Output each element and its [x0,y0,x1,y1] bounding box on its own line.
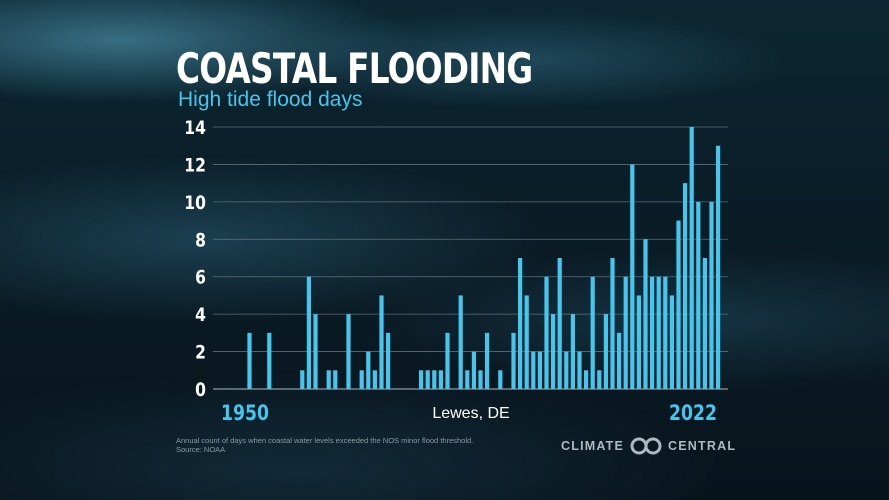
bar-2010 [643,239,648,389]
y-tick-label: 2 [195,342,206,364]
bar-1958 [300,370,305,389]
bar-2020 [709,201,714,389]
y-tick-label: 12 [184,155,206,177]
bar-1983 [465,370,470,389]
bar-1997 [557,258,562,389]
bar-1985 [478,370,483,389]
bar-1986 [485,332,490,389]
bar-2019 [702,258,707,389]
chart-subtitle: High tide flood days [178,88,363,111]
grid-lines [213,126,728,390]
bar-2003 [597,370,602,389]
bar-2007 [623,276,628,389]
bar-1984 [471,351,476,389]
bar-1993 [531,351,536,389]
y-tick-label: 6 [195,267,206,289]
bar-2013 [663,276,668,389]
bar-1971 [386,332,391,389]
bar-1968 [366,351,371,389]
bar-1967 [359,370,364,389]
bar-1960 [313,314,318,389]
y-tick-label: 0 [195,380,206,402]
bar-1970 [379,295,384,389]
footnote: Annual count of days when coastal water … [176,436,473,454]
bar-2002 [590,276,595,389]
bar-1965 [346,314,351,389]
bars [247,127,721,389]
y-tick-label: 8 [195,230,206,252]
bar-1950 [247,332,252,389]
bar-2006 [617,332,622,389]
bar-1953 [267,332,272,389]
bar-2021 [716,145,721,389]
bar-2000 [577,351,582,389]
linked-circles-icon [630,437,662,455]
brand-word-central: CENTRAL [668,439,737,453]
bar-2012 [656,276,661,389]
bar-2015 [676,220,681,389]
footnote-source: Source: NOAA [176,445,226,454]
y-tick-label: 10 [184,192,206,214]
x-end-label: 2022 [669,400,717,425]
bar-1959 [306,276,311,389]
chart-title: COASTAL FLOODING [176,44,533,93]
climate-central-logo: CLIMATE CENTRAL [561,437,736,455]
bar-2018 [696,201,701,389]
bar-1988 [498,370,503,389]
bar-2001 [584,370,589,389]
bar-1976 [419,370,424,389]
bar-1995 [544,276,549,389]
bar-2004 [603,314,608,389]
bar-1962 [326,370,331,389]
bar-1994 [537,351,542,389]
bar-1992 [524,295,529,389]
bar-2009 [636,295,641,389]
bar-1969 [372,370,377,389]
bar-2017 [689,127,694,389]
bar-2014 [669,295,674,389]
bar-1978 [432,370,437,389]
bar-1998 [564,351,569,389]
bar-2008 [630,164,635,389]
y-tick-label: 14 [184,118,206,140]
bar-1999 [570,314,575,389]
bar-1979 [438,370,443,389]
bar-1980 [445,332,450,389]
y-axis-ticks: 0 2 4 6 8 10 12 14 [184,118,206,402]
brand-word-climate: CLIMATE [561,439,625,453]
bar-1991 [518,258,523,389]
x-start-label: 1950 [221,400,269,425]
bar-1990 [511,332,516,389]
bar-2005 [610,258,615,389]
y-tick-label: 4 [195,305,206,327]
location-label: Lewes, DE [432,405,509,422]
bar-1996 [551,314,556,389]
bar-2016 [683,183,688,389]
bar-2011 [650,276,655,389]
bar-1963 [333,370,338,389]
bar-1982 [458,295,463,389]
footnote-description: Annual count of days when coastal water … [176,436,474,445]
bar-1977 [425,370,430,389]
